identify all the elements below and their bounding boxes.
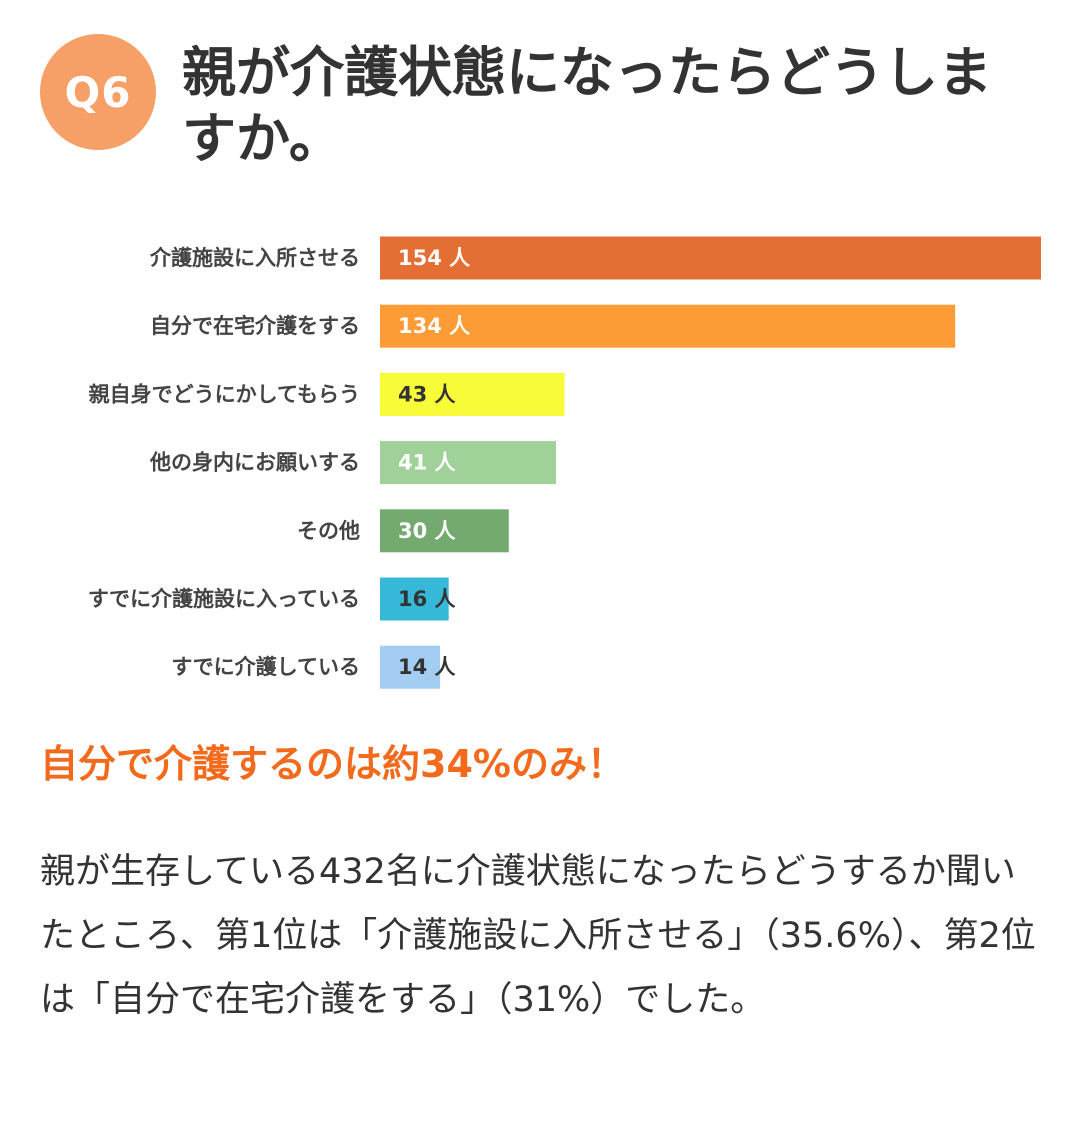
question-title: 親が介護状態になったらどうしますか。: [182, 41, 992, 170]
bar-value-label: 16 人: [398, 587, 456, 611]
bar-value-label: 41 人: [398, 451, 456, 475]
category-label: すでに介護している: [171, 655, 360, 679]
bar: [380, 509, 509, 553]
bar: [380, 372, 565, 416]
category-label: 親自身でどうにかしてもらう: [89, 382, 360, 406]
category-label: すでに介護施設に入っている: [88, 587, 360, 611]
category-label: 自分で在宅介護をする: [150, 314, 360, 338]
bar: [380, 304, 956, 348]
highlight-text: 自分で介護するのは約34%のみ！: [40, 742, 625, 786]
bar-value-label: 154 人: [398, 246, 470, 270]
bar-value-label: 134 人: [398, 314, 470, 338]
bar: [380, 645, 441, 689]
question-number: Q6: [64, 67, 132, 117]
bar-value-label: 14 人: [398, 655, 456, 679]
question-number-badge: Q6: [40, 34, 156, 150]
bar: [380, 236, 1041, 280]
category-label: その他: [297, 519, 360, 543]
category-label: 介護施設に入所させる: [149, 246, 360, 270]
body-paragraph: 親が生存している432名に介護状態になったらどうするか聞いたところ、第1位は「介…: [40, 852, 1036, 1020]
bar-value-label: 43 人: [398, 382, 456, 406]
bar: [380, 577, 449, 621]
bar-value-label: 30 人: [398, 519, 456, 543]
category-label: 他の身内にお願いする: [149, 451, 360, 475]
bar: [380, 441, 556, 485]
